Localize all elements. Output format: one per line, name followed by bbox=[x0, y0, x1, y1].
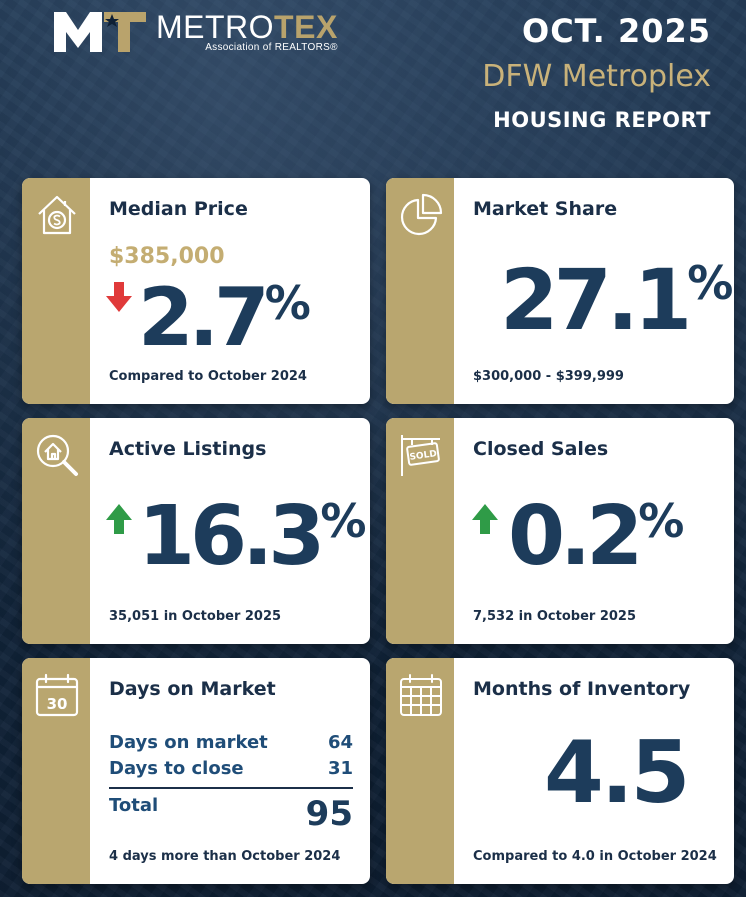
median-price-card: Median Price $385,000 2.7% Compared to O… bbox=[22, 178, 370, 404]
pie-chart-icon bbox=[398, 192, 444, 238]
report-date: OCT. 2025 bbox=[521, 12, 711, 50]
report-header: OCT. 2025 DFW Metroplex HOUSING REPORT bbox=[482, 8, 711, 140]
card-footer: $300,000 - $399,999 bbox=[473, 369, 624, 384]
report-title: HOUSING REPORT bbox=[493, 108, 711, 132]
months-inventory-value: 4.5 bbox=[544, 723, 690, 823]
svg-text:30: 30 bbox=[47, 695, 68, 713]
closed-sales-change: 0.2% bbox=[508, 489, 685, 584]
down-arrow-icon bbox=[106, 282, 132, 312]
median-price-value: $385,000 bbox=[109, 244, 225, 269]
report-region: DFW Metroplex bbox=[482, 59, 711, 94]
card-title: Median Price bbox=[109, 198, 248, 220]
up-arrow-icon bbox=[472, 504, 498, 534]
card-title: Days on Market bbox=[109, 678, 276, 700]
calendar-grid-icon bbox=[398, 672, 444, 718]
card-footer: Compared to October 2024 bbox=[109, 369, 307, 384]
calendar-30-icon: 30 bbox=[34, 672, 80, 718]
row-label: Days to close bbox=[109, 758, 244, 779]
closed-sales-card: SOLD Closed Sales 0.2% 7,532 in October … bbox=[386, 418, 734, 644]
logo-mark-icon bbox=[54, 12, 146, 52]
divider bbox=[109, 787, 353, 789]
metrotex-logo: METROTEX Association of REALTORS® bbox=[52, 8, 338, 54]
card-title: Months of Inventory bbox=[473, 678, 691, 700]
sold-sign-icon: SOLD bbox=[398, 432, 444, 478]
card-footer: 4 days more than October 2024 bbox=[109, 849, 341, 864]
card-title: Active Listings bbox=[109, 438, 267, 460]
row-value: 31 bbox=[327, 758, 353, 779]
card-strip bbox=[386, 418, 454, 644]
card-footer: 7,532 in October 2025 bbox=[473, 609, 637, 624]
days-on-market-card: 30 Days on Market Days on market 64 Days… bbox=[22, 658, 370, 884]
total-label: Total bbox=[109, 795, 159, 816]
days-breakdown-table: Days on market 64 Days to close 31 Total… bbox=[109, 730, 353, 833]
active-listings-change: 16.3% bbox=[138, 489, 367, 584]
active-listings-card: Active Listings 16.3% 35,051 in October … bbox=[22, 418, 370, 644]
logo-subtitle: Association of REALTORS® bbox=[205, 41, 338, 53]
card-title: Market Share bbox=[473, 198, 618, 220]
market-share-card: Market Share 27.1% $300,000 - $399,999 bbox=[386, 178, 734, 404]
logo-wordmark: METROTEX bbox=[156, 8, 338, 45]
row-label: Days on market bbox=[109, 732, 268, 753]
card-strip bbox=[22, 658, 90, 884]
house-search-icon bbox=[34, 432, 80, 478]
total-value: 95 bbox=[305, 794, 353, 834]
card-strip bbox=[386, 178, 454, 404]
median-price-change: 2.7% bbox=[138, 271, 311, 364]
market-share-value: 27.1% bbox=[500, 251, 734, 349]
svg-text:SOLD: SOLD bbox=[409, 449, 437, 463]
months-inventory-card: Months of Inventory 4.5 Compared to 4.0 … bbox=[386, 658, 734, 884]
card-footer: Compared to 4.0 in October 2024 bbox=[473, 849, 717, 864]
total-row: Total 95 bbox=[109, 793, 353, 833]
house-dollar-icon bbox=[34, 192, 80, 238]
row-value: 64 bbox=[327, 732, 353, 753]
table-row: Days to close 31 bbox=[109, 756, 353, 782]
table-row: Days on market 64 bbox=[109, 730, 353, 756]
card-footer: 35,051 in October 2025 bbox=[109, 609, 282, 624]
up-arrow-icon bbox=[106, 504, 132, 534]
card-title: Closed Sales bbox=[473, 438, 609, 460]
